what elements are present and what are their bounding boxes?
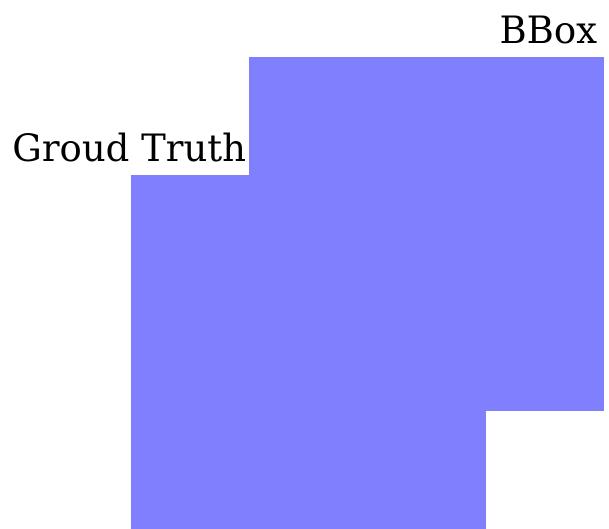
bbox-label: BBox (499, 9, 597, 52)
bbox-region (249, 57, 604, 411)
ground-truth-label: Groud Truth (12, 127, 246, 170)
